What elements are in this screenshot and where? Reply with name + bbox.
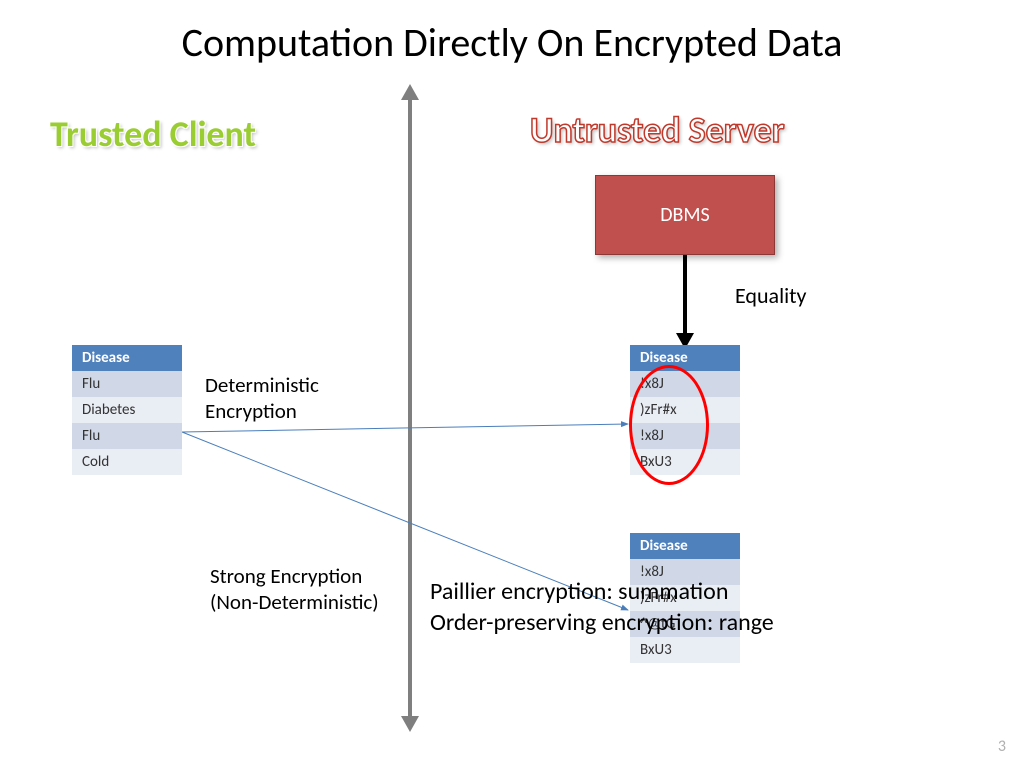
- dbms-down-arrow: [683, 255, 687, 335]
- untrusted-server-label: Untrusted Server: [530, 108, 785, 152]
- table-cell: Flu: [72, 371, 182, 397]
- table-header: Disease: [72, 345, 182, 371]
- dbms-label: DBMS: [660, 203, 709, 227]
- table-cell: Cold: [72, 449, 182, 475]
- strong-encryption-label: Strong Encryption (Non-Deterministic): [210, 563, 379, 616]
- table-header: Disease: [630, 345, 740, 371]
- vertical-divider-axis: [408, 98, 412, 718]
- highlight-ellipse: [629, 365, 709, 485]
- client-disease-table: Disease Flu Diabetes Flu Cold: [72, 345, 182, 475]
- table-cell: Flu: [72, 423, 182, 449]
- deterministic-encryption-label: Deterministic Encryption: [205, 372, 319, 425]
- table-header: Disease: [630, 533, 740, 559]
- slide-title: Computation Directly On Encrypted Data: [0, 18, 1024, 67]
- equality-label: Equality: [735, 282, 807, 309]
- slide-number: 3: [998, 737, 1006, 756]
- encryption-schemes-label: Paillier encryption: summation Order-pre…: [430, 576, 774, 638]
- dbms-box: DBMS: [595, 175, 775, 255]
- trusted-client-label: Trusted Client: [50, 112, 256, 156]
- table-cell: BxU3: [630, 637, 740, 663]
- table-cell: Diabetes: [72, 397, 182, 423]
